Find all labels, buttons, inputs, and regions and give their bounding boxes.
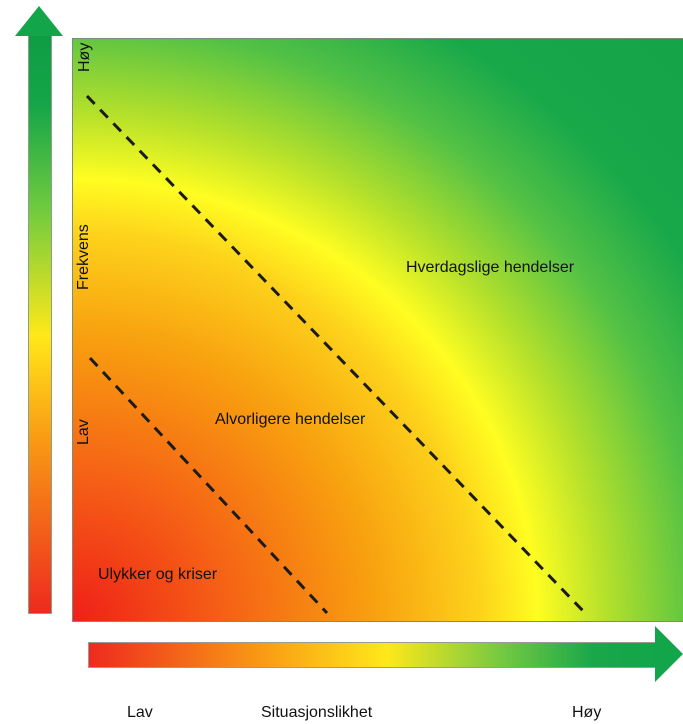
y-axis-high-label: Høy: [76, 42, 93, 72]
similarity-arrow-head-icon: [655, 626, 683, 682]
frequency-axis-arrow: [28, 34, 52, 614]
similarity-axis-arrow: [88, 642, 663, 668]
frequency-arrow-head-icon: [15, 6, 63, 36]
region-label-accidents: Ulykker og kriser: [98, 566, 218, 583]
y-axis-title: Frekvens: [75, 224, 92, 290]
region-label-everyday: Hverdagslige hendelser: [406, 259, 575, 276]
x-axis-title: Situasjonslikhet: [261, 704, 373, 721]
frequency-similarity-matrix: [72, 38, 683, 622]
x-axis-high-label: Høy: [572, 704, 602, 721]
y-axis-low-label: Lav: [75, 419, 92, 445]
region-label-serious: Alvorligere hendelser: [215, 411, 366, 428]
x-axis-low-label: Lav: [127, 704, 153, 721]
